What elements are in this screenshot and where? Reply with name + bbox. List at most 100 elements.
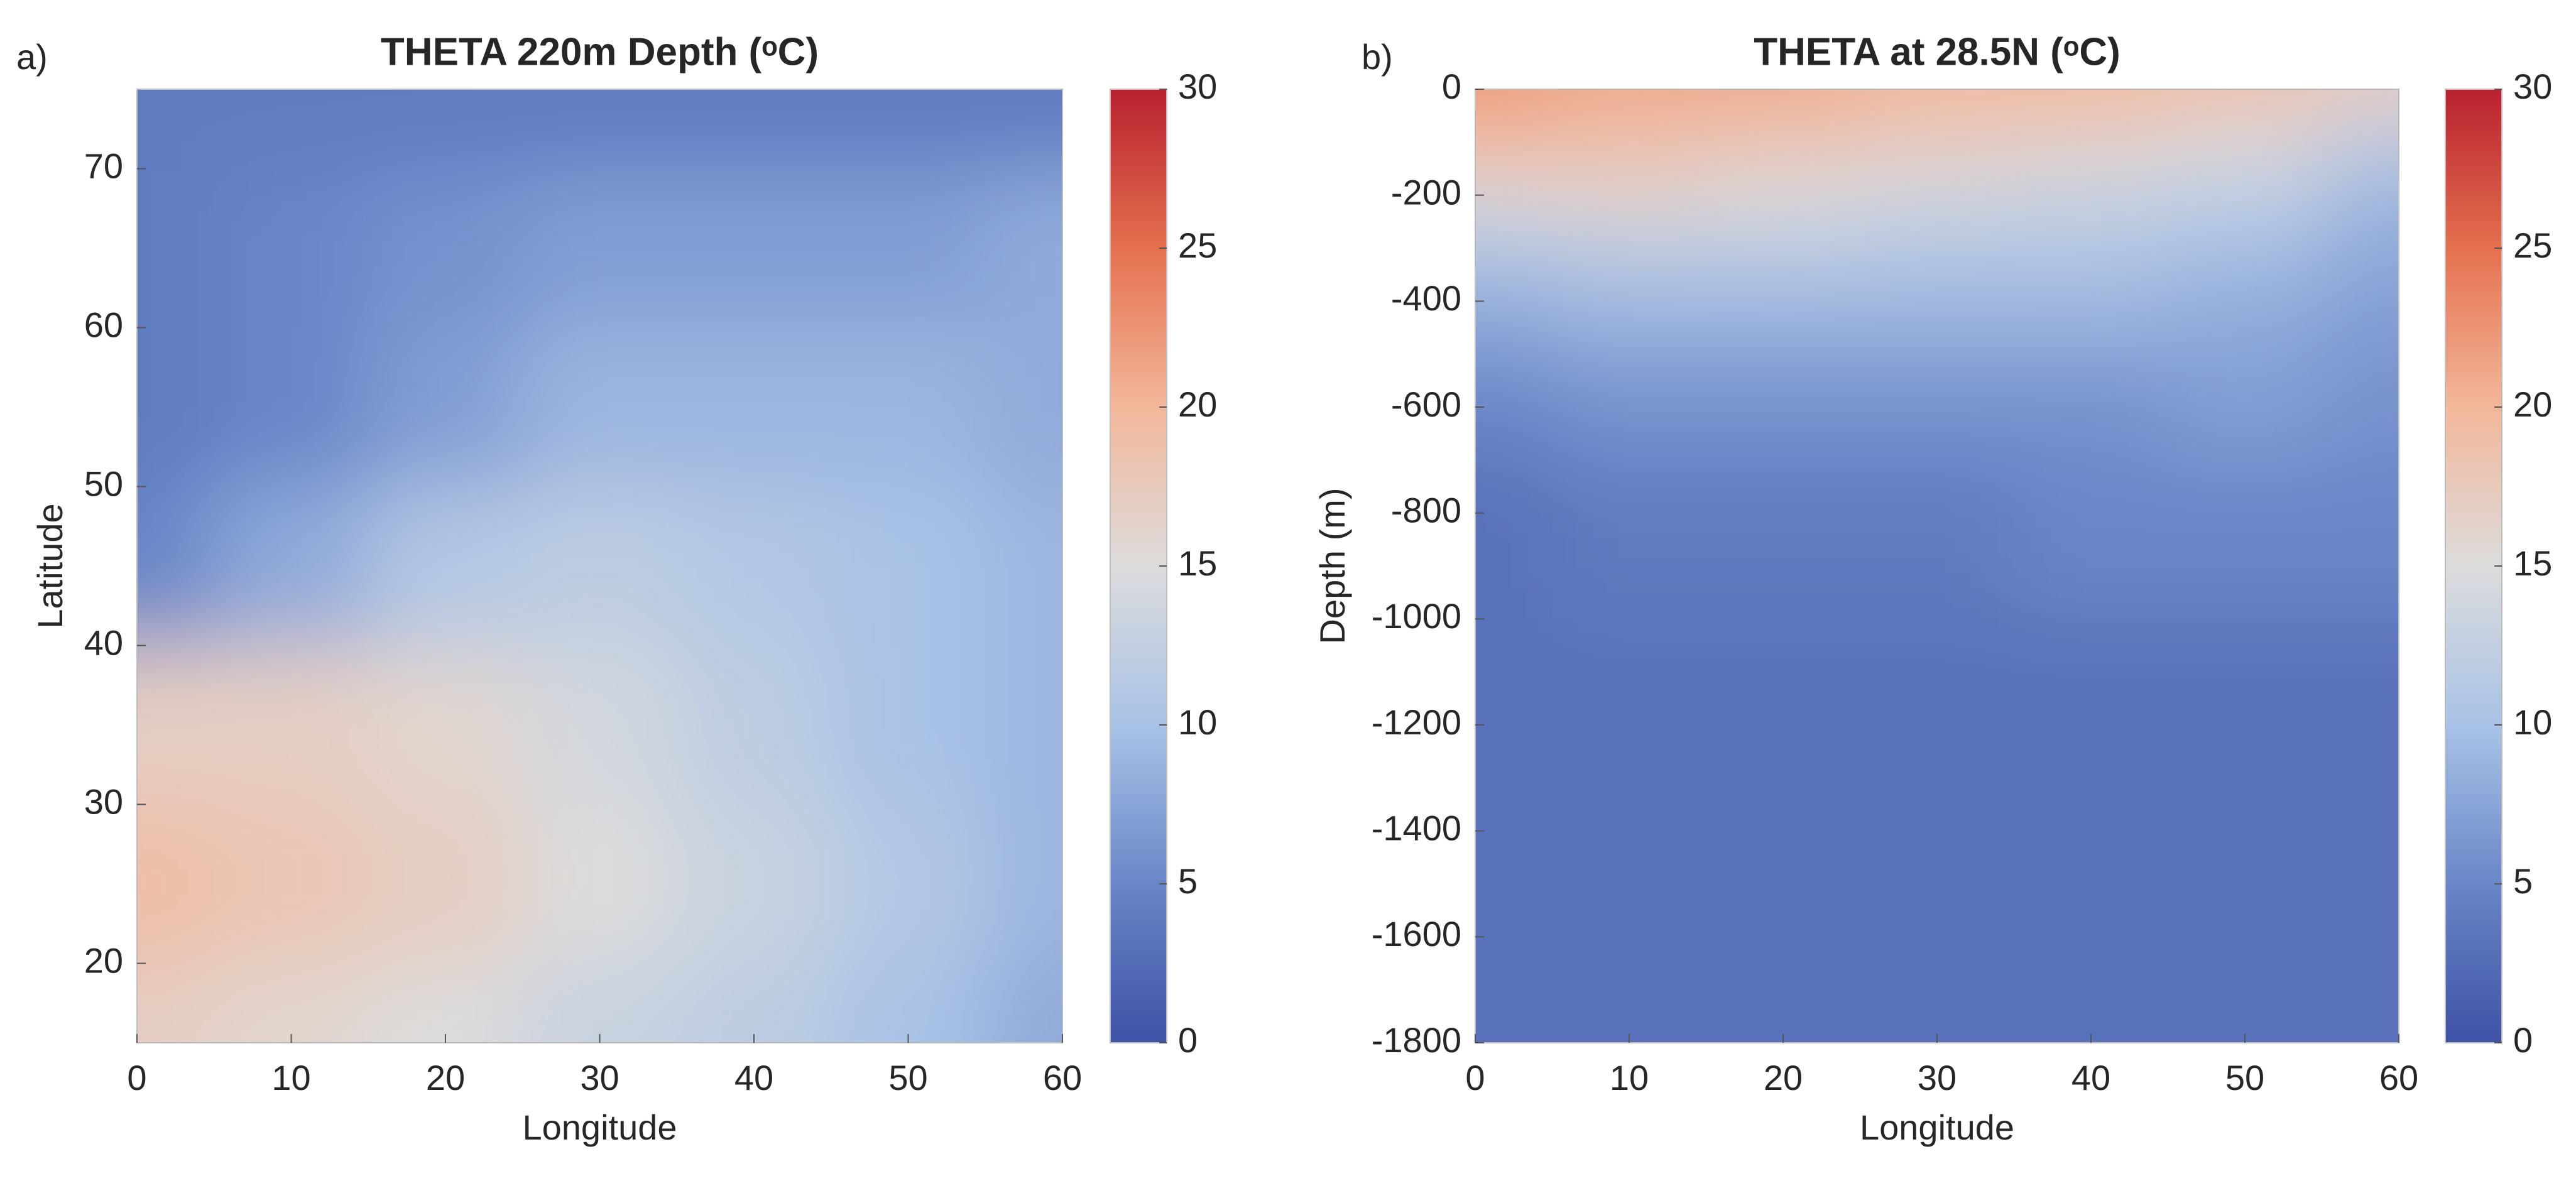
colorbar-tick-label: 10: [1178, 702, 1217, 742]
heat-cell: [985, 89, 1062, 170]
y-tick-label: -1800: [1372, 1020, 1461, 1060]
heat-cell: [831, 89, 986, 170]
y-tick-label: -1000: [1372, 596, 1461, 636]
heat-cell: [2014, 884, 2169, 1043]
colorbar: [2445, 89, 2502, 1043]
heat-cell: [368, 645, 523, 805]
colorbar-tick-label: 15: [2513, 543, 2552, 583]
x-tick-label: 40: [734, 1058, 773, 1097]
panel-label: b): [1362, 37, 1393, 77]
x-tick-label: 20: [426, 1058, 465, 1097]
heat-cell: [2014, 221, 2169, 276]
heat-cell: [522, 168, 678, 329]
heat-cell: [1706, 460, 1861, 620]
heat-cell: [2168, 460, 2323, 620]
y-tick-label: 50: [84, 464, 123, 503]
heat-cell: [1860, 275, 2015, 355]
colorbar-tick-label: 25: [1178, 226, 1217, 265]
heat-cell: [1860, 619, 2015, 884]
heat-cell: [214, 327, 369, 487]
heat-cell: [831, 327, 986, 487]
heat-cell: [985, 486, 1062, 646]
heat-cell: [2322, 619, 2399, 884]
heat-cell: [368, 89, 523, 170]
y-tick-label: -600: [1391, 384, 1461, 424]
heat-cell: [522, 963, 678, 1043]
heat-cell: [368, 963, 523, 1043]
x-tick-label: 10: [271, 1058, 310, 1097]
heat-cell: [2168, 116, 2323, 170]
heat-cell: [985, 804, 1062, 964]
heat-cell: [1860, 354, 2015, 461]
heat-cell: [2168, 884, 2323, 1043]
y-tick-label: 70: [84, 146, 123, 185]
y-tick-label: 60: [84, 305, 123, 344]
colorbar-tick-label: 0: [2513, 1020, 2533, 1060]
x-tick-label: 30: [1918, 1058, 1957, 1097]
heat-cell: [1860, 221, 2015, 276]
heat-cell: [2168, 354, 2323, 461]
heat-cell: [2014, 619, 2169, 884]
panel-label: a): [16, 37, 48, 77]
x-tick-label: 60: [2379, 1058, 2418, 1097]
heat-cell: [2014, 89, 2169, 117]
heat-cell: [2014, 354, 2169, 461]
heat-cell: [368, 327, 523, 487]
heat-cell: [2168, 168, 2323, 222]
plot-area: [137, 89, 1062, 1043]
heat-cell: [1552, 460, 1707, 620]
heat-cell: [1475, 89, 1553, 117]
heat-cell: [214, 963, 369, 1043]
heat-cell: [2322, 884, 2399, 1043]
heat-cell: [677, 89, 832, 170]
x-tick-label: 20: [1764, 1058, 1803, 1097]
x-tick-label: 0: [1465, 1058, 1485, 1097]
y-tick-label: -1600: [1372, 914, 1461, 954]
heat-cell: [137, 963, 215, 1043]
heat-cell: [2322, 221, 2399, 276]
heat-cell: [1475, 354, 1553, 461]
heat-cell: [2322, 460, 2399, 620]
heat-cell: [831, 486, 986, 646]
heat-cell: [137, 645, 215, 805]
heat-cell: [2322, 89, 2399, 117]
plot-area: [1475, 89, 2399, 1043]
heat-cell: [1860, 168, 2015, 222]
heat-cell: [2014, 275, 2169, 355]
y-tick-label: 20: [84, 940, 123, 980]
heat-cell: [2168, 275, 2323, 355]
heat-cell: [214, 486, 369, 646]
heat-cell: [1706, 89, 1861, 117]
y-axis-label: Latitude: [30, 503, 70, 628]
heat-cell: [368, 486, 523, 646]
y-axis-label: Depth (m): [1313, 488, 1352, 645]
heat-cell: [1552, 275, 1707, 355]
x-tick-label: 50: [888, 1058, 927, 1097]
heat-cell: [1706, 354, 1861, 461]
heat-cell: [2014, 116, 2169, 170]
heat-cell: [522, 645, 678, 805]
heat-cell: [1552, 619, 1707, 884]
heat-cell: [1860, 460, 2015, 620]
colorbar-tick-label: 15: [1178, 543, 1217, 583]
heat-cell: [985, 327, 1062, 487]
heat-cell: [368, 804, 523, 964]
heat-cell: [1552, 221, 1707, 276]
heat-cell: [677, 327, 832, 487]
heat-cell: [1552, 116, 1707, 170]
x-tick-label: 10: [1610, 1058, 1649, 1097]
heat-cell: [1475, 168, 1553, 222]
heat-cell: [1475, 116, 1553, 170]
heat-cell: [677, 168, 832, 329]
heat-cell: [214, 804, 369, 964]
chart-title: THETA 220m Depth (ᵒC): [381, 30, 819, 73]
heat-cell: [2322, 354, 2399, 461]
heat-cell: [2014, 460, 2169, 620]
heat-cell: [2322, 168, 2399, 222]
x-axis-label: Longitude: [522, 1108, 677, 1147]
x-tick-label: 40: [2071, 1058, 2110, 1097]
heat-cell: [2168, 221, 2323, 276]
heat-cell: [2014, 168, 2169, 222]
colorbar-tick-label: 25: [2513, 226, 2552, 265]
heat-cell: [1475, 460, 1553, 620]
